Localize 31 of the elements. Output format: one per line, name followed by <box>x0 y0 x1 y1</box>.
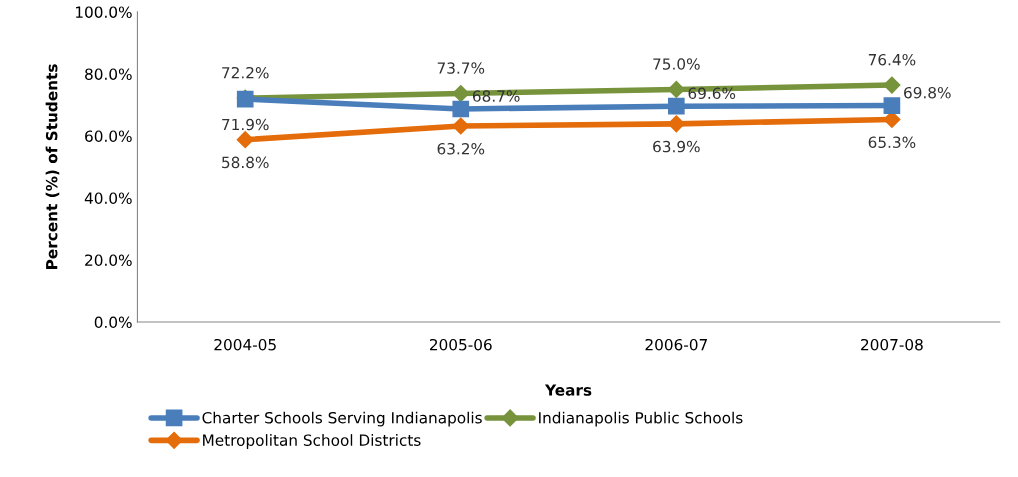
point <box>236 131 254 149</box>
y-tick-label: 0.0% <box>94 316 132 328</box>
y-tick-label: 100.0% <box>75 6 132 18</box>
legend-label: Charter Schools Serving Indianapolis <box>202 411 482 427</box>
x-tick-label: 2006-07 <box>645 338 707 351</box>
data-label: 65.3% <box>868 136 916 148</box>
x-tick-label: 2004-05 <box>214 338 276 351</box>
data-label: 63.9% <box>653 140 700 153</box>
y-tick-label: 20.0% <box>85 254 132 266</box>
y-tick-label: 40.0% <box>84 192 132 204</box>
data-label: 71.9% <box>222 118 269 131</box>
x-axis-title: Years <box>544 384 592 396</box>
data-label: 73.7% <box>437 62 485 74</box>
data-label: 58.8% <box>222 156 269 169</box>
point <box>667 97 685 115</box>
data-label: 75.0% <box>653 58 700 70</box>
data-label: 72.2% <box>222 66 269 79</box>
x-tick-label: 2005-06 <box>429 338 492 351</box>
y-tick-label: 60.0% <box>85 130 132 142</box>
x-tick-label: 2007-08 <box>861 338 923 351</box>
point <box>883 97 901 114</box>
data-label: 63.2% <box>437 142 485 155</box>
y-axis-title: Percent (%) of Students <box>45 64 60 269</box>
legend-label: Indianapolis Public Schools <box>539 411 743 427</box>
y-tick-label: 80.0% <box>85 68 132 80</box>
point <box>452 100 470 118</box>
data-label: 76.4% <box>868 53 916 66</box>
point <box>883 76 901 94</box>
legend-label: Metropolitan School Districts <box>203 434 421 449</box>
point <box>452 117 470 135</box>
data-label: 69.8% <box>904 86 951 99</box>
